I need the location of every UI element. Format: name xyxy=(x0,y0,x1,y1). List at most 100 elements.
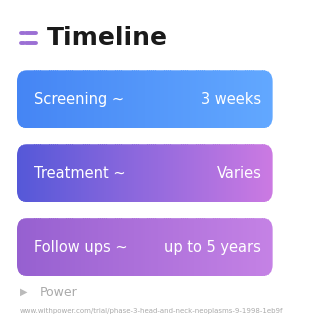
Text: Power: Power xyxy=(40,285,77,299)
FancyBboxPatch shape xyxy=(243,218,245,276)
FancyBboxPatch shape xyxy=(53,70,56,128)
FancyBboxPatch shape xyxy=(134,218,137,276)
FancyBboxPatch shape xyxy=(175,218,177,276)
FancyBboxPatch shape xyxy=(234,144,237,202)
FancyBboxPatch shape xyxy=(232,70,235,128)
FancyBboxPatch shape xyxy=(230,218,233,276)
FancyBboxPatch shape xyxy=(217,70,220,128)
FancyBboxPatch shape xyxy=(126,218,128,276)
FancyBboxPatch shape xyxy=(143,70,145,128)
FancyBboxPatch shape xyxy=(251,218,254,276)
FancyBboxPatch shape xyxy=(140,144,143,202)
FancyBboxPatch shape xyxy=(221,70,224,128)
FancyBboxPatch shape xyxy=(76,144,79,202)
FancyBboxPatch shape xyxy=(64,144,67,202)
FancyBboxPatch shape xyxy=(256,218,258,276)
FancyBboxPatch shape xyxy=(194,70,196,128)
FancyBboxPatch shape xyxy=(17,218,20,276)
FancyBboxPatch shape xyxy=(19,70,22,128)
FancyBboxPatch shape xyxy=(40,218,43,276)
FancyBboxPatch shape xyxy=(247,70,250,128)
FancyBboxPatch shape xyxy=(236,70,239,128)
FancyBboxPatch shape xyxy=(198,218,201,276)
FancyBboxPatch shape xyxy=(49,218,52,276)
FancyBboxPatch shape xyxy=(189,144,192,202)
FancyBboxPatch shape xyxy=(213,218,216,276)
FancyBboxPatch shape xyxy=(134,144,137,202)
FancyBboxPatch shape xyxy=(192,218,194,276)
Text: 3 weeks: 3 weeks xyxy=(201,92,261,107)
FancyBboxPatch shape xyxy=(83,218,86,276)
FancyBboxPatch shape xyxy=(43,70,45,128)
FancyBboxPatch shape xyxy=(220,144,222,202)
FancyBboxPatch shape xyxy=(55,144,58,202)
FancyBboxPatch shape xyxy=(230,144,233,202)
FancyBboxPatch shape xyxy=(217,218,220,276)
FancyBboxPatch shape xyxy=(241,144,244,202)
FancyBboxPatch shape xyxy=(68,70,71,128)
FancyBboxPatch shape xyxy=(215,70,218,128)
FancyBboxPatch shape xyxy=(62,70,64,128)
FancyBboxPatch shape xyxy=(270,70,273,128)
FancyBboxPatch shape xyxy=(177,144,180,202)
FancyBboxPatch shape xyxy=(128,144,131,202)
FancyBboxPatch shape xyxy=(194,144,196,202)
FancyBboxPatch shape xyxy=(49,70,52,128)
FancyBboxPatch shape xyxy=(249,70,252,128)
FancyBboxPatch shape xyxy=(253,70,256,128)
FancyBboxPatch shape xyxy=(60,218,62,276)
FancyBboxPatch shape xyxy=(249,144,252,202)
FancyBboxPatch shape xyxy=(202,218,205,276)
FancyBboxPatch shape xyxy=(156,218,158,276)
FancyBboxPatch shape xyxy=(204,70,207,128)
FancyBboxPatch shape xyxy=(85,218,88,276)
FancyBboxPatch shape xyxy=(98,70,100,128)
FancyBboxPatch shape xyxy=(211,144,213,202)
FancyBboxPatch shape xyxy=(207,144,209,202)
FancyBboxPatch shape xyxy=(241,218,244,276)
FancyBboxPatch shape xyxy=(234,218,237,276)
FancyBboxPatch shape xyxy=(87,144,90,202)
FancyBboxPatch shape xyxy=(38,144,41,202)
FancyBboxPatch shape xyxy=(164,70,167,128)
FancyBboxPatch shape xyxy=(156,144,158,202)
FancyBboxPatch shape xyxy=(117,144,120,202)
FancyBboxPatch shape xyxy=(30,218,32,276)
FancyBboxPatch shape xyxy=(119,218,122,276)
FancyBboxPatch shape xyxy=(134,70,137,128)
FancyBboxPatch shape xyxy=(34,144,37,202)
FancyBboxPatch shape xyxy=(81,144,84,202)
FancyBboxPatch shape xyxy=(64,218,67,276)
FancyBboxPatch shape xyxy=(68,144,71,202)
FancyBboxPatch shape xyxy=(160,144,163,202)
FancyBboxPatch shape xyxy=(202,70,205,128)
FancyBboxPatch shape xyxy=(53,144,56,202)
FancyBboxPatch shape xyxy=(113,70,116,128)
FancyBboxPatch shape xyxy=(136,218,139,276)
FancyBboxPatch shape xyxy=(140,218,143,276)
FancyBboxPatch shape xyxy=(230,70,233,128)
FancyBboxPatch shape xyxy=(236,144,239,202)
Text: Varies: Varies xyxy=(216,166,261,181)
FancyBboxPatch shape xyxy=(121,218,124,276)
FancyBboxPatch shape xyxy=(189,218,192,276)
FancyBboxPatch shape xyxy=(157,70,160,128)
FancyBboxPatch shape xyxy=(172,144,175,202)
Text: Timeline: Timeline xyxy=(47,26,168,50)
FancyBboxPatch shape xyxy=(28,70,30,128)
FancyBboxPatch shape xyxy=(117,70,120,128)
FancyBboxPatch shape xyxy=(30,70,32,128)
FancyBboxPatch shape xyxy=(188,144,190,202)
FancyBboxPatch shape xyxy=(270,218,273,276)
FancyBboxPatch shape xyxy=(83,144,86,202)
FancyBboxPatch shape xyxy=(130,218,132,276)
FancyBboxPatch shape xyxy=(58,70,60,128)
FancyBboxPatch shape xyxy=(21,144,24,202)
FancyBboxPatch shape xyxy=(249,218,252,276)
FancyBboxPatch shape xyxy=(23,70,26,128)
FancyBboxPatch shape xyxy=(245,70,248,128)
FancyBboxPatch shape xyxy=(108,144,111,202)
FancyBboxPatch shape xyxy=(89,70,92,128)
FancyBboxPatch shape xyxy=(19,144,22,202)
FancyBboxPatch shape xyxy=(183,144,186,202)
